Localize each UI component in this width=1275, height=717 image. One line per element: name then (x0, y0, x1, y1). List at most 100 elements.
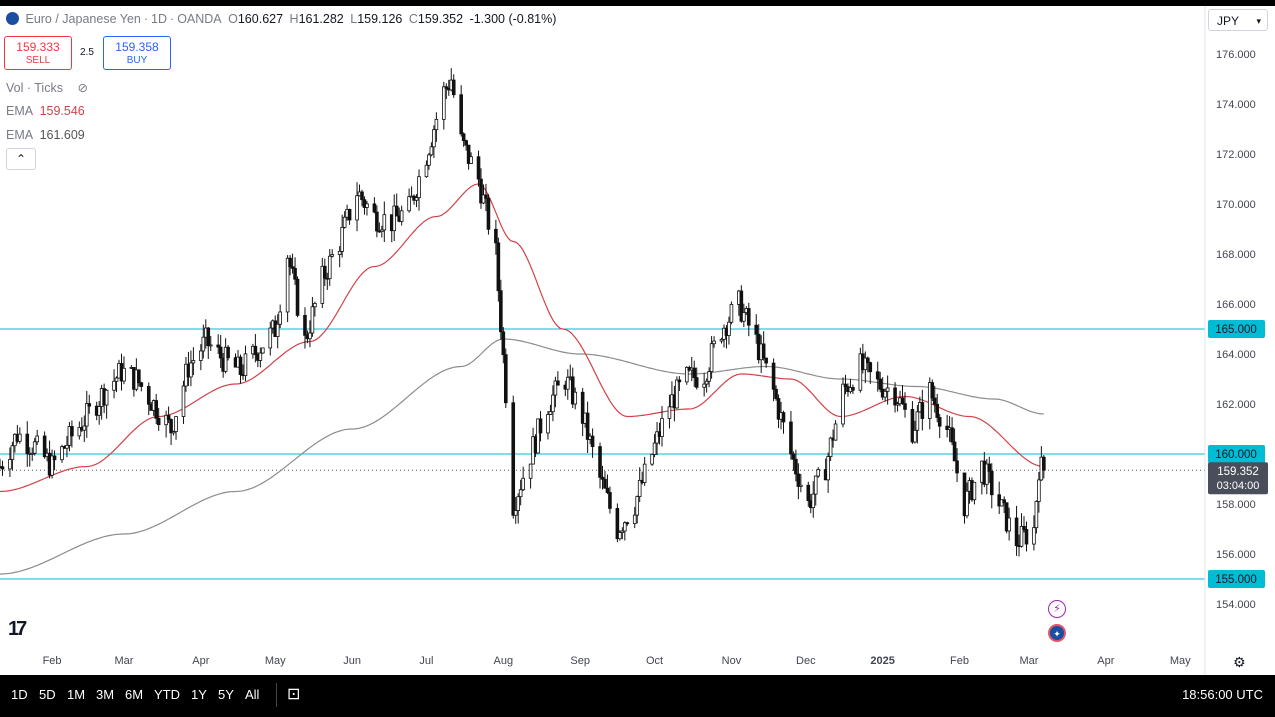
volume-indicator[interactable]: Vol · Ticks ⊘ (6, 80, 91, 95)
candle (570, 367, 575, 409)
candle (1014, 505, 1019, 556)
candle (484, 183, 488, 212)
candle (268, 321, 273, 356)
x-tick-label: Sep (570, 655, 590, 667)
volume-label: Vol · Ticks (6, 81, 63, 95)
candle (843, 374, 848, 395)
range-1m[interactable]: 1M (67, 687, 86, 702)
bottom-toolbar: 1D 5D 1M 3M 6M YTD 1Y 5Y All ⊡ 18:56:00 … (0, 675, 1275, 717)
candle (285, 255, 290, 323)
candle (573, 387, 578, 410)
candle (692, 360, 697, 387)
range-1d[interactable]: 1D (11, 687, 28, 702)
change-value: -1.300 (-0.81%) (469, 12, 557, 26)
eye-off-icon[interactable]: ⊘ (77, 81, 88, 95)
collapse-legend-button[interactable]: ⌃ (6, 148, 36, 170)
candle (930, 379, 935, 402)
candle (709, 336, 714, 379)
candle-body (1032, 527, 1036, 545)
candle (858, 347, 863, 393)
candle-body (77, 427, 82, 437)
candle-body (18, 433, 22, 442)
candle-body (504, 354, 508, 404)
range-5y[interactable]: 5Y (218, 687, 234, 702)
candle-body (590, 435, 595, 448)
candle-body (486, 197, 491, 230)
candle-body (516, 496, 520, 511)
candle (538, 411, 543, 442)
tradingview-logo-icon[interactable]: 17 (8, 618, 27, 640)
candle (739, 285, 744, 323)
candle (206, 326, 211, 360)
candle-body (556, 380, 560, 386)
price-chart[interactable]: 154.000 156.000 158.000 160.000 162.000 164.0… (0, 6, 1275, 675)
candles[interactable] (0, 68, 1046, 557)
candle (84, 390, 89, 438)
candle (528, 463, 533, 489)
last-price-label: 159.352 (1217, 466, 1259, 478)
range-3m[interactable]: 3M (96, 687, 115, 702)
range-6m[interactable]: 6M (125, 687, 144, 702)
x-tick-label: Apr (192, 655, 209, 667)
range-1y[interactable]: 1Y (191, 687, 207, 702)
candle (290, 253, 295, 274)
candle (712, 336, 716, 348)
lightning-icon[interactable]: ⚡ (1048, 600, 1066, 618)
candle-body (268, 327, 273, 349)
candle-body (746, 308, 751, 326)
candle-body (323, 265, 327, 279)
candle (883, 388, 887, 402)
candle (355, 182, 359, 232)
utc-clock[interactable]: 18:56:00 UTC (1182, 687, 1263, 702)
candle (399, 205, 404, 226)
candle-body (816, 469, 821, 477)
range-ytd[interactable]: YTD (154, 687, 180, 702)
candle-body (1037, 479, 1041, 502)
candle-body (754, 324, 759, 335)
candle (392, 194, 397, 241)
currency-select[interactable]: JPY ▾ (1208, 9, 1268, 31)
candle (913, 420, 917, 444)
candle-body (8, 459, 12, 470)
gear-icon[interactable]: ⚙ (1233, 654, 1246, 670)
candle-body (139, 382, 144, 387)
symbol-name[interactable]: Euro / Japanese Yen (25, 12, 141, 26)
candle-body (605, 487, 610, 493)
candle (1007, 507, 1011, 541)
candle-body (513, 510, 518, 516)
candle-body (885, 387, 890, 392)
calendar-range-icon[interactable]: ⊡ (287, 686, 301, 703)
horizontal-levels[interactable] (0, 328, 1205, 580)
candle (548, 404, 553, 415)
eu-flag-icon[interactable]: ✦ (1048, 624, 1066, 642)
candle-body (518, 489, 523, 498)
buy-button[interactable]: 159.358 BUY (103, 36, 171, 70)
candle (660, 406, 664, 447)
candle (0, 460, 5, 476)
candle-body (632, 514, 637, 525)
candle-body (764, 357, 768, 364)
candle-body (771, 362, 776, 390)
candle (719, 337, 724, 344)
candle (910, 401, 915, 444)
candle-body (459, 94, 463, 135)
candle-body (528, 463, 533, 479)
range-5d[interactable]: 5D (39, 687, 56, 702)
candle-body (392, 205, 397, 232)
candle (885, 375, 890, 405)
candle-body (935, 403, 940, 418)
sell-button[interactable]: 159.333 SELL (4, 36, 72, 70)
candle-body (623, 522, 627, 532)
candle (432, 125, 436, 159)
candle (199, 344, 203, 371)
interval[interactable]: 1D (151, 12, 168, 26)
candle (677, 376, 682, 391)
x-tick-label: Feb (950, 655, 969, 667)
ema-slow-legend[interactable]: EMA 161.609 (6, 128, 88, 142)
ema-fast-legend[interactable]: EMA 159.546 (6, 104, 88, 118)
candle-body (565, 376, 570, 390)
candle (920, 389, 925, 431)
candle-body (87, 403, 92, 407)
range-all[interactable]: All (245, 687, 260, 702)
candle (746, 302, 751, 337)
